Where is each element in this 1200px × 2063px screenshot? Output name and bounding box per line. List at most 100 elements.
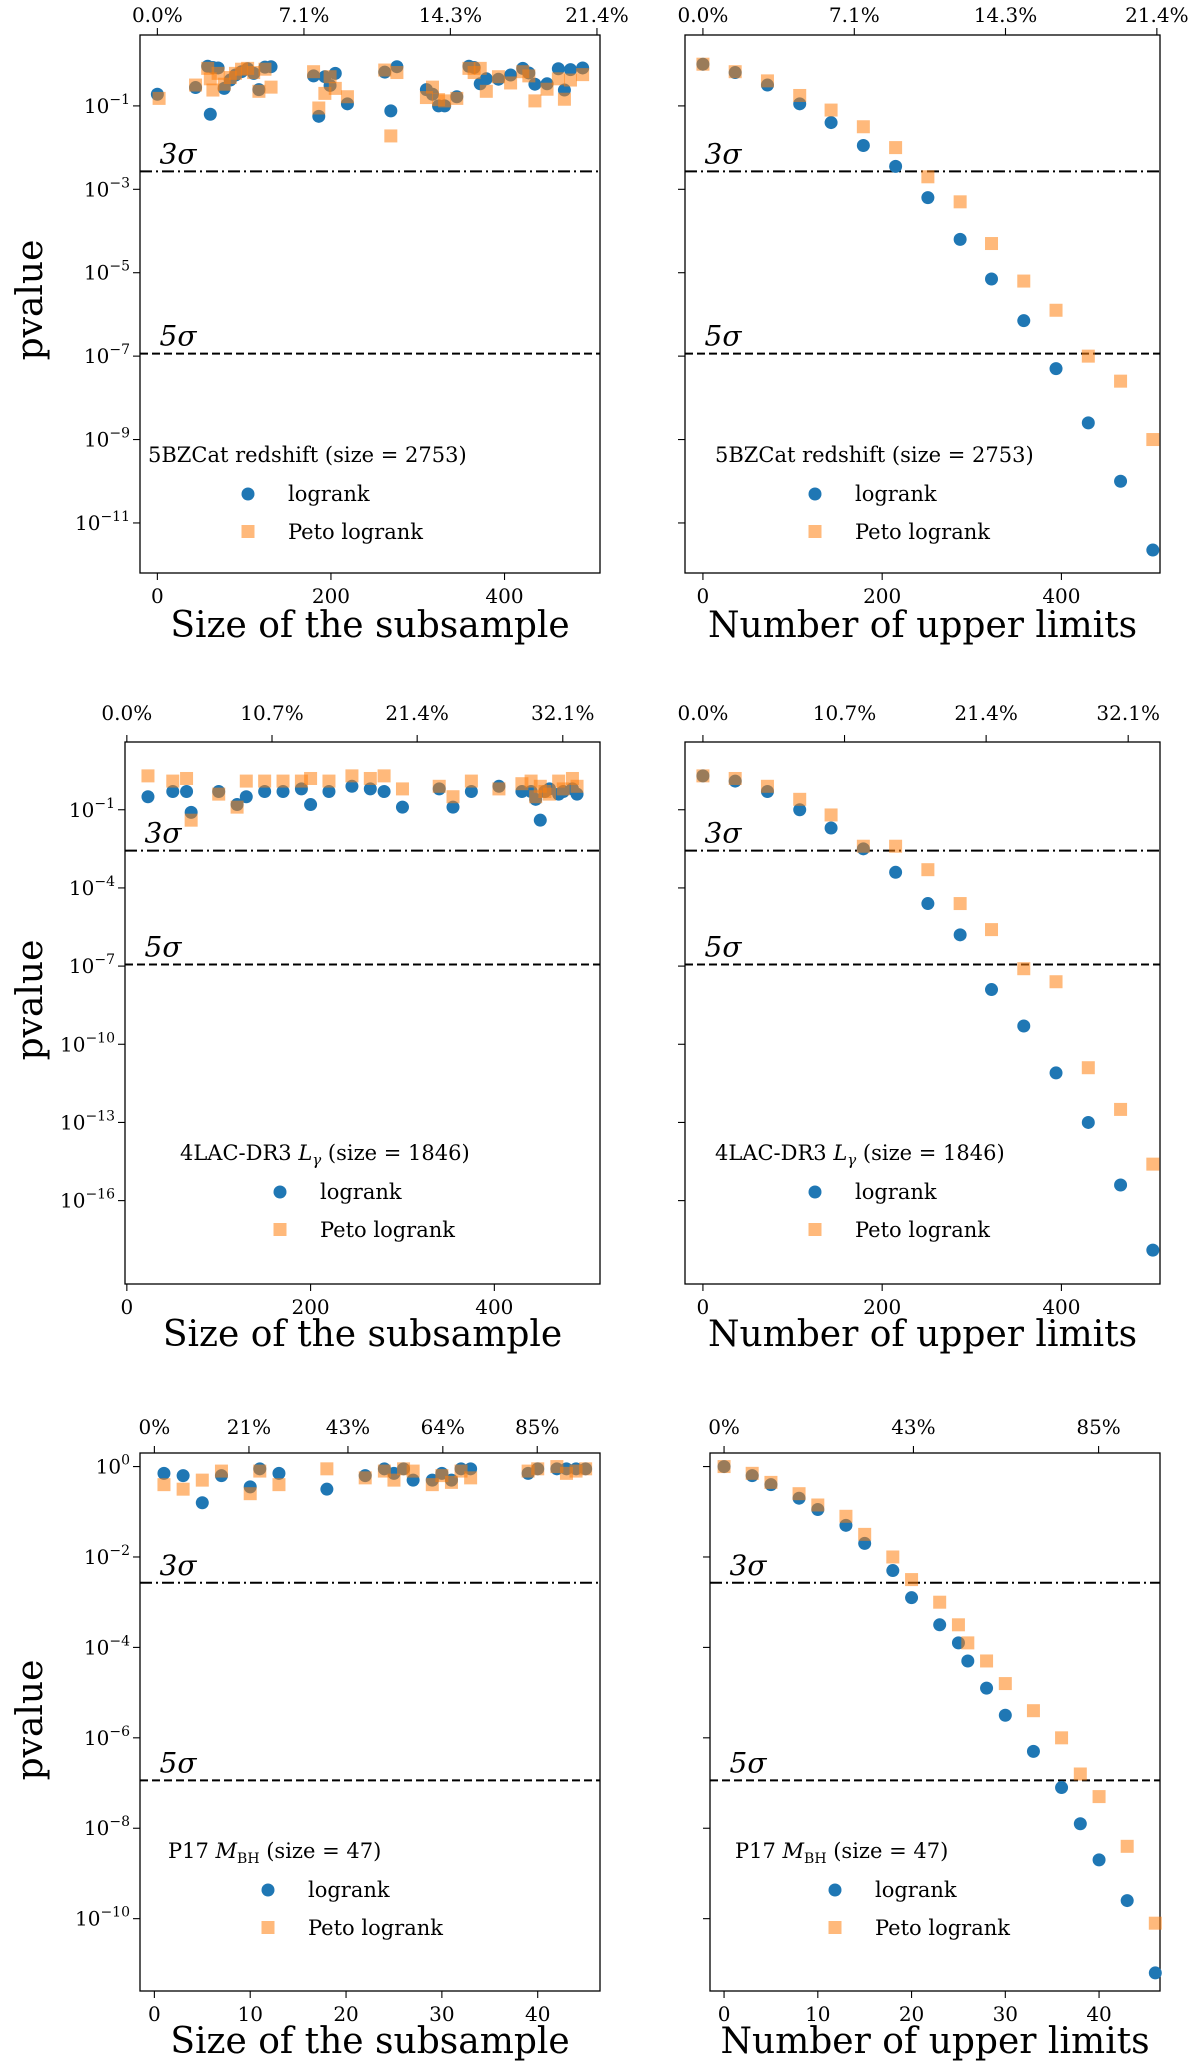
- legend-title: 5BZCat redshift (size = 2753): [148, 443, 467, 467]
- peto-point: [696, 769, 710, 783]
- peto-point: [504, 76, 518, 90]
- logrank-point: [1081, 416, 1095, 430]
- logrank-point: [1049, 1066, 1063, 1080]
- logrank-point: [921, 897, 935, 911]
- peto-point: [1081, 349, 1095, 363]
- peto-point: [258, 774, 272, 788]
- logrank-point: [166, 785, 180, 799]
- peto-point: [1146, 1157, 1160, 1171]
- peto-point: [905, 1573, 919, 1587]
- peto-point: [1120, 1839, 1134, 1853]
- three-sigma-label: 3σ: [705, 137, 743, 170]
- top-tick-label: 0.0%: [678, 701, 729, 725]
- peto-point: [176, 1482, 190, 1496]
- top-tick-label: 0.0%: [132, 3, 183, 27]
- peto-point: [395, 782, 409, 796]
- legend-logrank-label: logrank: [288, 482, 370, 506]
- peto-point: [1114, 374, 1128, 388]
- peto-point: [579, 1462, 593, 1476]
- three-sigma-label: 3σ: [145, 817, 183, 850]
- peto-point: [211, 66, 225, 80]
- peto-point: [531, 1462, 545, 1476]
- logrank-point: [1146, 543, 1160, 557]
- logrank-point: [933, 1618, 947, 1632]
- peto-point: [793, 792, 807, 806]
- peto-point: [464, 774, 478, 788]
- peto-point: [166, 774, 180, 788]
- peto-point: [212, 787, 226, 801]
- peto-point: [1114, 1102, 1128, 1116]
- peto-point: [985, 923, 999, 937]
- peto-point: [1146, 433, 1160, 447]
- y-tick-label: 10−7: [69, 952, 115, 978]
- peto-point: [152, 91, 166, 105]
- peto-point: [1049, 975, 1063, 989]
- plot-frame: [709, 1452, 1161, 1992]
- x-axis-title: Size of the subsample: [170, 605, 569, 646]
- logrank-point: [1049, 362, 1063, 376]
- peto-point: [824, 808, 838, 822]
- top-tick-label: 32.1%: [531, 701, 595, 725]
- x-tick-label: 0: [718, 2002, 731, 2026]
- panel-row1-left: 0 200 400 0.0% 7.1% 14.3% 21.4% 10−1 10−3 10−5 10−…: [10, 3, 629, 646]
- y-axis-title: pvalue: [10, 940, 51, 1061]
- y-tick-label: 10−5: [84, 259, 130, 285]
- three-sigma-label: 3σ: [160, 1549, 198, 1582]
- logrank-point: [464, 785, 478, 799]
- x-tick-label: 0: [120, 1295, 133, 1319]
- plot-frame: [684, 741, 1161, 1285]
- y-tick-label: 10−9: [84, 426, 130, 452]
- logrank-point: [320, 1482, 334, 1496]
- y-tick-label: 10−2: [84, 1543, 130, 1569]
- peto-point: [258, 62, 272, 76]
- legend: 5BZCat redshift (size = 2753) logrank Peto…: [715, 443, 1034, 544]
- x-tick-label: 10: [237, 2002, 262, 2026]
- panel-row3-left: 0 10 20 30 40 0% 21% 43% 64% 85% 100 10−2 10−4 10−6 10…: [10, 1415, 601, 2062]
- panel-row2-right: 0 200 400 0.0% 10.7% 21.4% 32.1% Number of uppe…: [678, 701, 1161, 1355]
- peto-point: [717, 1460, 731, 1474]
- peto-point: [322, 774, 336, 788]
- logrank-point: [953, 232, 967, 246]
- peto-point: [811, 1498, 825, 1512]
- legend-title: 4LAC-DR3 Lγ (size = 1846): [180, 1141, 470, 1169]
- x-tick-label: 20: [899, 2002, 924, 2026]
- three-sigma-label: 3σ: [705, 817, 743, 850]
- peto-point: [961, 1636, 975, 1650]
- logrank-point: [272, 1466, 286, 1480]
- legend: 5BZCat redshift (size = 2753) logrank Peto…: [148, 443, 467, 544]
- legend-peto-marker: [808, 1223, 822, 1236]
- y-tick-label: 10−10: [75, 1905, 130, 1931]
- peto-point: [856, 120, 870, 134]
- peto-point: [450, 91, 464, 105]
- x-tick-label: 30: [993, 2002, 1018, 2026]
- peto-point: [425, 80, 439, 94]
- legend-title: P17 MBH (size = 47): [168, 1839, 381, 1867]
- logrank-point: [563, 63, 577, 77]
- y-axis-title: pvalue: [10, 1660, 51, 1781]
- plot-frame: [124, 741, 601, 1285]
- y-tick-label: 10−6: [84, 1724, 130, 1750]
- logrank-point: [395, 800, 409, 814]
- peto-point: [312, 101, 326, 115]
- peto-point: [387, 1473, 401, 1487]
- peto-point: [340, 90, 354, 104]
- logrank-point: [1114, 1178, 1128, 1192]
- peto-point: [157, 1478, 171, 1492]
- logrank-point: [533, 813, 547, 827]
- legend-peto-marker: [241, 525, 255, 538]
- peto-point: [1081, 1061, 1095, 1075]
- peto-point: [760, 74, 774, 88]
- legend-logrank-marker: [808, 1185, 822, 1199]
- peto-point: [889, 839, 903, 853]
- logrank-point: [1120, 1894, 1134, 1908]
- peto-point: [728, 771, 742, 785]
- peto-point: [540, 82, 554, 96]
- logrank-point: [985, 272, 999, 286]
- logrank-point: [1081, 1115, 1095, 1129]
- x-tick-label: 400: [485, 584, 523, 608]
- legend-peto-marker: [828, 1921, 842, 1934]
- x-axis-title: Number of upper limits: [708, 605, 1137, 646]
- peto-point: [189, 78, 203, 92]
- peto-point: [1049, 303, 1063, 317]
- logrank-point: [1055, 1781, 1069, 1795]
